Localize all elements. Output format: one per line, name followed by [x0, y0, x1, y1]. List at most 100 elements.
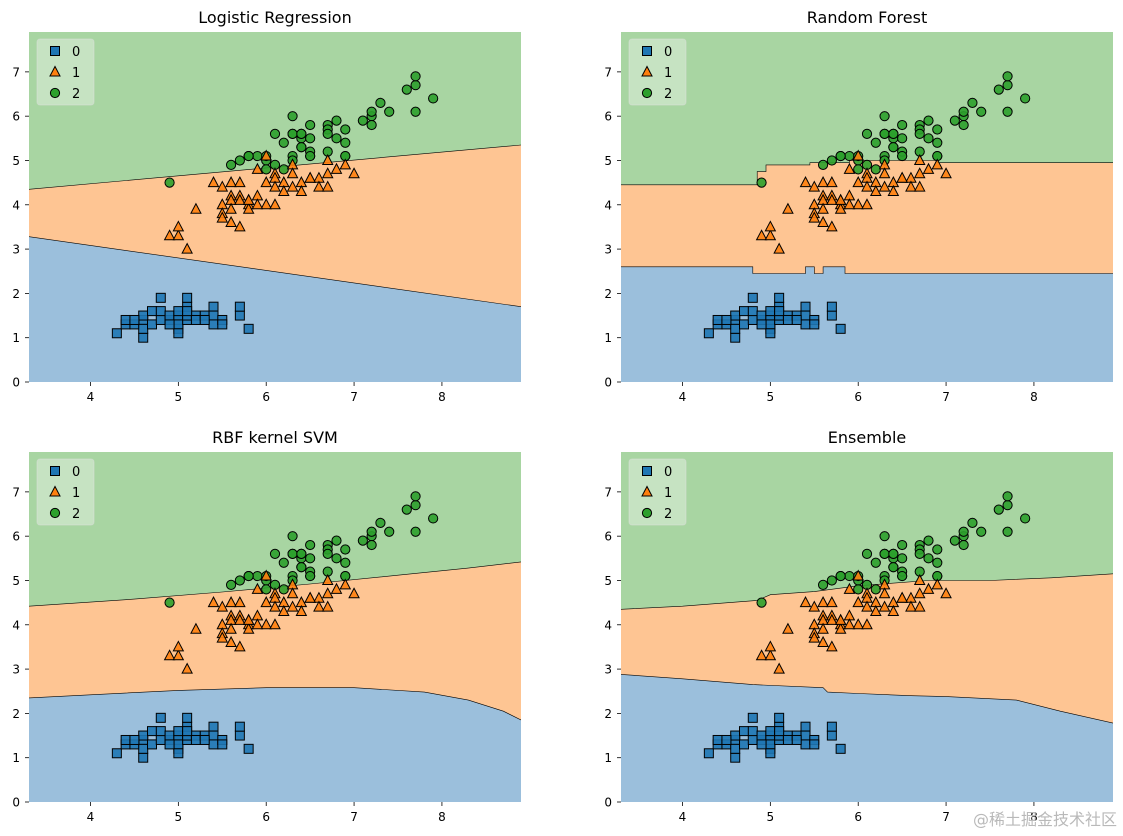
point-class-1: [826, 220, 838, 232]
point-class-1: [817, 635, 829, 648]
point-class-2: [164, 177, 175, 188]
y-tick-label: 1: [12, 751, 20, 765]
point-class-2: [844, 150, 855, 162]
point-class-0: [730, 730, 741, 741]
point-class-2: [261, 584, 272, 595]
point-class-2: [366, 539, 377, 551]
point-class-1: [277, 184, 290, 196]
point-class-1: [321, 180, 334, 192]
point-class-2: [879, 531, 890, 542]
point-class-2: [897, 150, 908, 162]
subplot-2: 4 5 6 7 8 0 1 2 3 4 5 6 7 RBF kernel SVM 0 1 2: [12, 428, 521, 824]
point-class-2: [296, 562, 307, 573]
y-tick-label: 1: [12, 331, 20, 345]
point-class-2: [287, 548, 298, 559]
point-class-1: [817, 202, 829, 214]
point-class-2: [897, 119, 908, 131]
y-tick-label: 1: [604, 331, 612, 345]
y-tick-label: 6: [12, 530, 20, 544]
point-class-1: [260, 569, 273, 581]
y-tick-label: 3: [604, 663, 612, 677]
y-tick-label: 5: [12, 574, 20, 588]
legend-label: 0: [664, 465, 672, 480]
y-tick-label: 7: [604, 485, 612, 499]
point-class-2: [853, 164, 864, 175]
point-class-2: [923, 553, 934, 564]
point-class-2: [287, 531, 298, 542]
point-class-2: [1002, 80, 1013, 91]
point-class-0: [173, 328, 184, 339]
point-class-0: [173, 726, 184, 737]
point-class-1: [843, 162, 856, 174]
point-class-0: [208, 301, 219, 312]
point-class-1: [163, 229, 176, 241]
point-class-0: [826, 301, 837, 312]
point-class-1: [207, 176, 220, 188]
point-class-2: [756, 597, 767, 608]
point-class-2: [888, 548, 899, 559]
legend: 0 1 2: [36, 458, 95, 526]
point-class-2: [870, 557, 881, 568]
point-class-0: [234, 730, 245, 741]
point-class-1: [852, 176, 865, 188]
point-class-1: [295, 184, 308, 196]
legend-marker-triangle: [49, 65, 61, 77]
point-class-1: [913, 167, 926, 179]
point-class-0: [730, 323, 741, 334]
axis-ticks: 4 5 6 7 8 0 1 2 3 4 5 6 7: [12, 65, 445, 404]
point-class-1: [330, 582, 343, 594]
point-class-0: [756, 319, 767, 330]
point-class-2: [879, 548, 890, 559]
point-class-1: [313, 600, 325, 612]
point-class-0: [164, 730, 175, 741]
y-tick-label: 6: [12, 110, 20, 124]
region-class-2: [621, 452, 1113, 610]
point-class-2: [976, 526, 987, 537]
point-class-2: [993, 84, 1004, 95]
point-class-1: [225, 635, 237, 648]
x-tick-label: 4: [679, 810, 687, 824]
point-class-1: [321, 167, 334, 179]
point-class-0: [800, 319, 811, 330]
legend-box: [36, 38, 95, 106]
x-tick-label: 8: [438, 810, 446, 824]
point-class-2: [305, 150, 316, 162]
decision-regions: [621, 452, 1113, 802]
point-class-0: [774, 712, 785, 723]
y-tick-label: 3: [12, 663, 20, 677]
point-class-1: [852, 149, 865, 161]
x-tick-label: 4: [679, 390, 687, 404]
point-class-0: [739, 306, 749, 317]
point-class-0: [747, 712, 758, 723]
point-class-1: [269, 600, 281, 612]
point-class-0: [756, 310, 767, 321]
data-points: [703, 491, 1031, 763]
point-class-1: [216, 180, 229, 192]
point-class-1: [826, 613, 838, 625]
point-class-0: [164, 310, 175, 321]
point-class-0: [234, 721, 245, 732]
point-class-2: [861, 128, 873, 139]
boundary-0-1: [621, 266, 1113, 274]
point-class-2: [879, 128, 890, 139]
point-class-1: [225, 596, 237, 608]
point-class-1: [207, 596, 220, 608]
point-class-2: [897, 570, 908, 582]
point-class-2: [287, 111, 298, 122]
watermark: @稀土掘金技术社区: [972, 810, 1117, 829]
point-class-0: [721, 314, 732, 325]
point-class-2: [331, 553, 342, 564]
point-class-0: [234, 301, 245, 312]
point-class-0: [138, 332, 149, 343]
y-tick-label: 4: [604, 198, 612, 212]
point-class-0: [182, 726, 193, 737]
point-class-2: [278, 137, 289, 148]
x-tick-label: 4: [87, 390, 95, 404]
point-class-0: [199, 314, 210, 325]
point-class-0: [111, 328, 122, 339]
point-class-0: [234, 310, 245, 321]
subplot-title: Ensemble: [828, 428, 906, 447]
point-class-1: [755, 229, 768, 241]
legend-marker-circle: [641, 507, 653, 519]
point-class-0: [173, 739, 184, 750]
